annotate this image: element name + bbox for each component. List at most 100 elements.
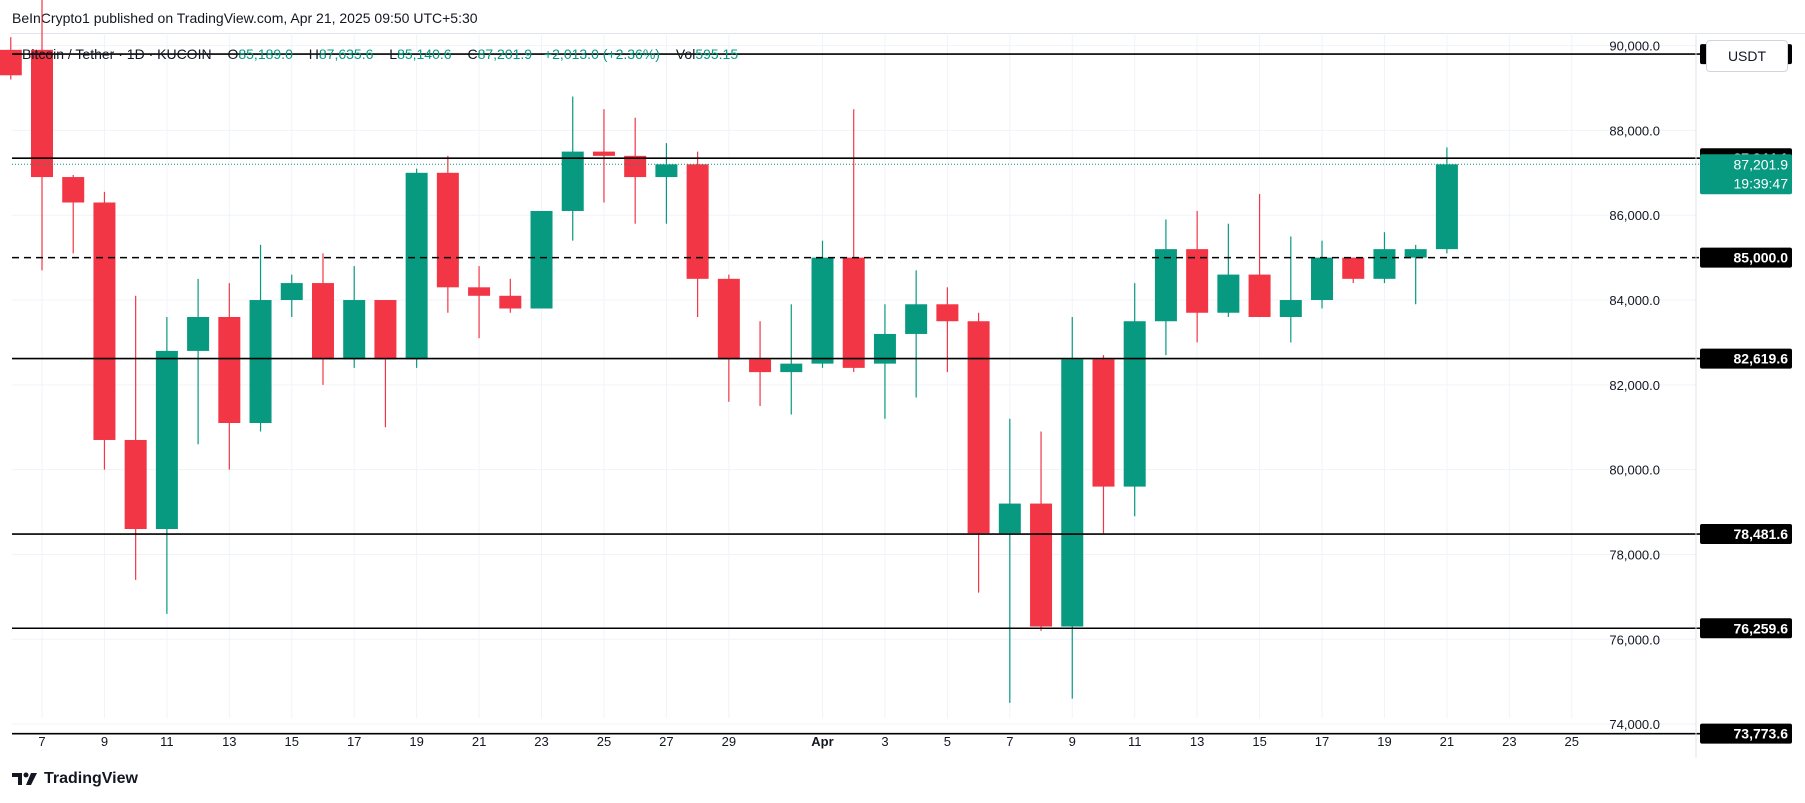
close-value: 87,201.9 — [477, 46, 533, 62]
candle-body — [717, 278, 740, 360]
level-label-box — [1700, 524, 1792, 545]
x-tick-label: 17 — [1315, 734, 1329, 749]
candle — [1186, 210, 1209, 343]
candle — [1092, 355, 1115, 534]
volume-value: 595.15 — [695, 46, 739, 62]
candle — [905, 270, 928, 398]
last-price-label: 87,201.9 — [1734, 156, 1789, 172]
ohlc-legend: Bitcoin / Tether · 1D · KUCOIN O85,189.0… — [22, 46, 738, 62]
candle-body — [1342, 257, 1365, 279]
candle — [1154, 219, 1177, 356]
candle-body — [686, 164, 709, 279]
candle-body — [405, 172, 428, 360]
candle-body — [124, 439, 147, 530]
x-tick-label: 29 — [722, 734, 736, 749]
candle — [686, 151, 709, 317]
x-tick-label: 5 — [944, 734, 951, 749]
candle-body — [468, 287, 491, 296]
x-tick-label: 21 — [1440, 734, 1454, 749]
y-tick-label: 90,000.0 — [1609, 39, 1660, 54]
candle — [31, 0, 53, 271]
level-label-box — [1700, 247, 1792, 268]
x-tick-label: 17 — [347, 734, 361, 749]
level-label-box — [1700, 618, 1792, 639]
x-tick-label: 15 — [1252, 734, 1266, 749]
open-key: O — [227, 46, 239, 62]
candle — [717, 274, 740, 402]
candle-body — [1217, 274, 1240, 313]
candle-body — [1435, 164, 1458, 250]
tradingview-logo-icon — [12, 772, 37, 785]
y-tick-label: 88,000.0 — [1609, 123, 1660, 138]
x-tick-label: 13 — [222, 734, 236, 749]
candle — [62, 174, 85, 254]
x-tick-label: 3 — [881, 734, 888, 749]
candle — [436, 155, 459, 313]
candle-body — [624, 155, 647, 178]
level-label-box — [1700, 348, 1792, 369]
chart-panel — [11, 33, 1805, 764]
candle — [1342, 257, 1365, 284]
currency-button[interactable]: USDT — [1706, 40, 1788, 72]
x-tick-label: 9 — [1069, 734, 1076, 749]
level-label: 73,773.6 — [1734, 726, 1789, 742]
candle-body — [0, 49, 22, 76]
candle — [280, 274, 303, 317]
y-tick-label: 80,000.0 — [1609, 463, 1660, 478]
candle — [967, 312, 990, 593]
close-key: C — [467, 46, 478, 62]
candle — [1311, 240, 1334, 309]
candle — [93, 191, 116, 470]
y-tick-label: 86,000.0 — [1609, 208, 1660, 223]
x-tick-label: 25 — [1565, 734, 1579, 749]
candle — [218, 283, 241, 470]
y-tick-label: 84,000.0 — [1609, 293, 1660, 308]
candle — [1435, 147, 1458, 254]
x-tick-label: 27 — [659, 734, 673, 749]
time-scale: 7 9 11 13 15 17 19 21 23 25 27 29 Apr 3 5 7 9 11 13 15 17 19 2… — [38, 734, 1579, 749]
countdown-label: 19:39:47 — [1734, 175, 1789, 191]
candle — [343, 266, 366, 368]
candle-body — [1248, 274, 1271, 317]
symbol-label: Bitcoin / Tether · 1D · KUCOIN — [22, 46, 212, 62]
candle-body — [1092, 359, 1115, 487]
tradingview-brand[interactable]: TradingView — [12, 770, 138, 788]
low-key: L — [389, 46, 398, 62]
brand-name: TradingView — [44, 770, 138, 787]
candle-body — [1061, 359, 1084, 627]
candle — [1217, 223, 1240, 317]
candle-body — [561, 151, 584, 211]
candle-body — [873, 333, 896, 364]
level-labels: 89,800.087,344.185,000.082,619.678,481.6… — [1700, 44, 1792, 744]
candle — [842, 109, 865, 373]
candle-body — [1373, 249, 1396, 279]
x-tick-label: 21 — [472, 734, 486, 749]
x-tick-label: Apr — [811, 734, 833, 749]
y-tick-label: 76,000.0 — [1609, 632, 1660, 647]
y-tick-label: 74,000.0 — [1609, 717, 1660, 732]
level-label: 85,000.0 — [1734, 250, 1789, 266]
x-tick-label: 15 — [285, 734, 299, 749]
candle-body — [1154, 249, 1177, 322]
publisher-line: BeInCrypto1 published on TradingView.com… — [12, 10, 478, 26]
candle — [311, 253, 334, 385]
candle-body — [31, 49, 53, 178]
candle-body — [1030, 503, 1053, 627]
candle-body — [592, 151, 615, 156]
x-tick-label: 23 — [534, 734, 548, 749]
candle — [811, 240, 834, 368]
candles-layer — [0, 0, 1458, 703]
candle — [1404, 244, 1427, 305]
x-tick-label: 25 — [597, 734, 611, 749]
y-tick-label: 78,000.0 — [1609, 547, 1660, 562]
levels-layer — [12, 53, 1700, 735]
x-tick-label: 7 — [38, 734, 45, 749]
candle — [592, 109, 615, 203]
x-tick-label: 11 — [1128, 734, 1142, 749]
candle — [873, 304, 896, 419]
candle-body — [905, 304, 928, 334]
candle — [1123, 283, 1146, 517]
candle — [561, 96, 584, 241]
candle — [124, 295, 147, 580]
